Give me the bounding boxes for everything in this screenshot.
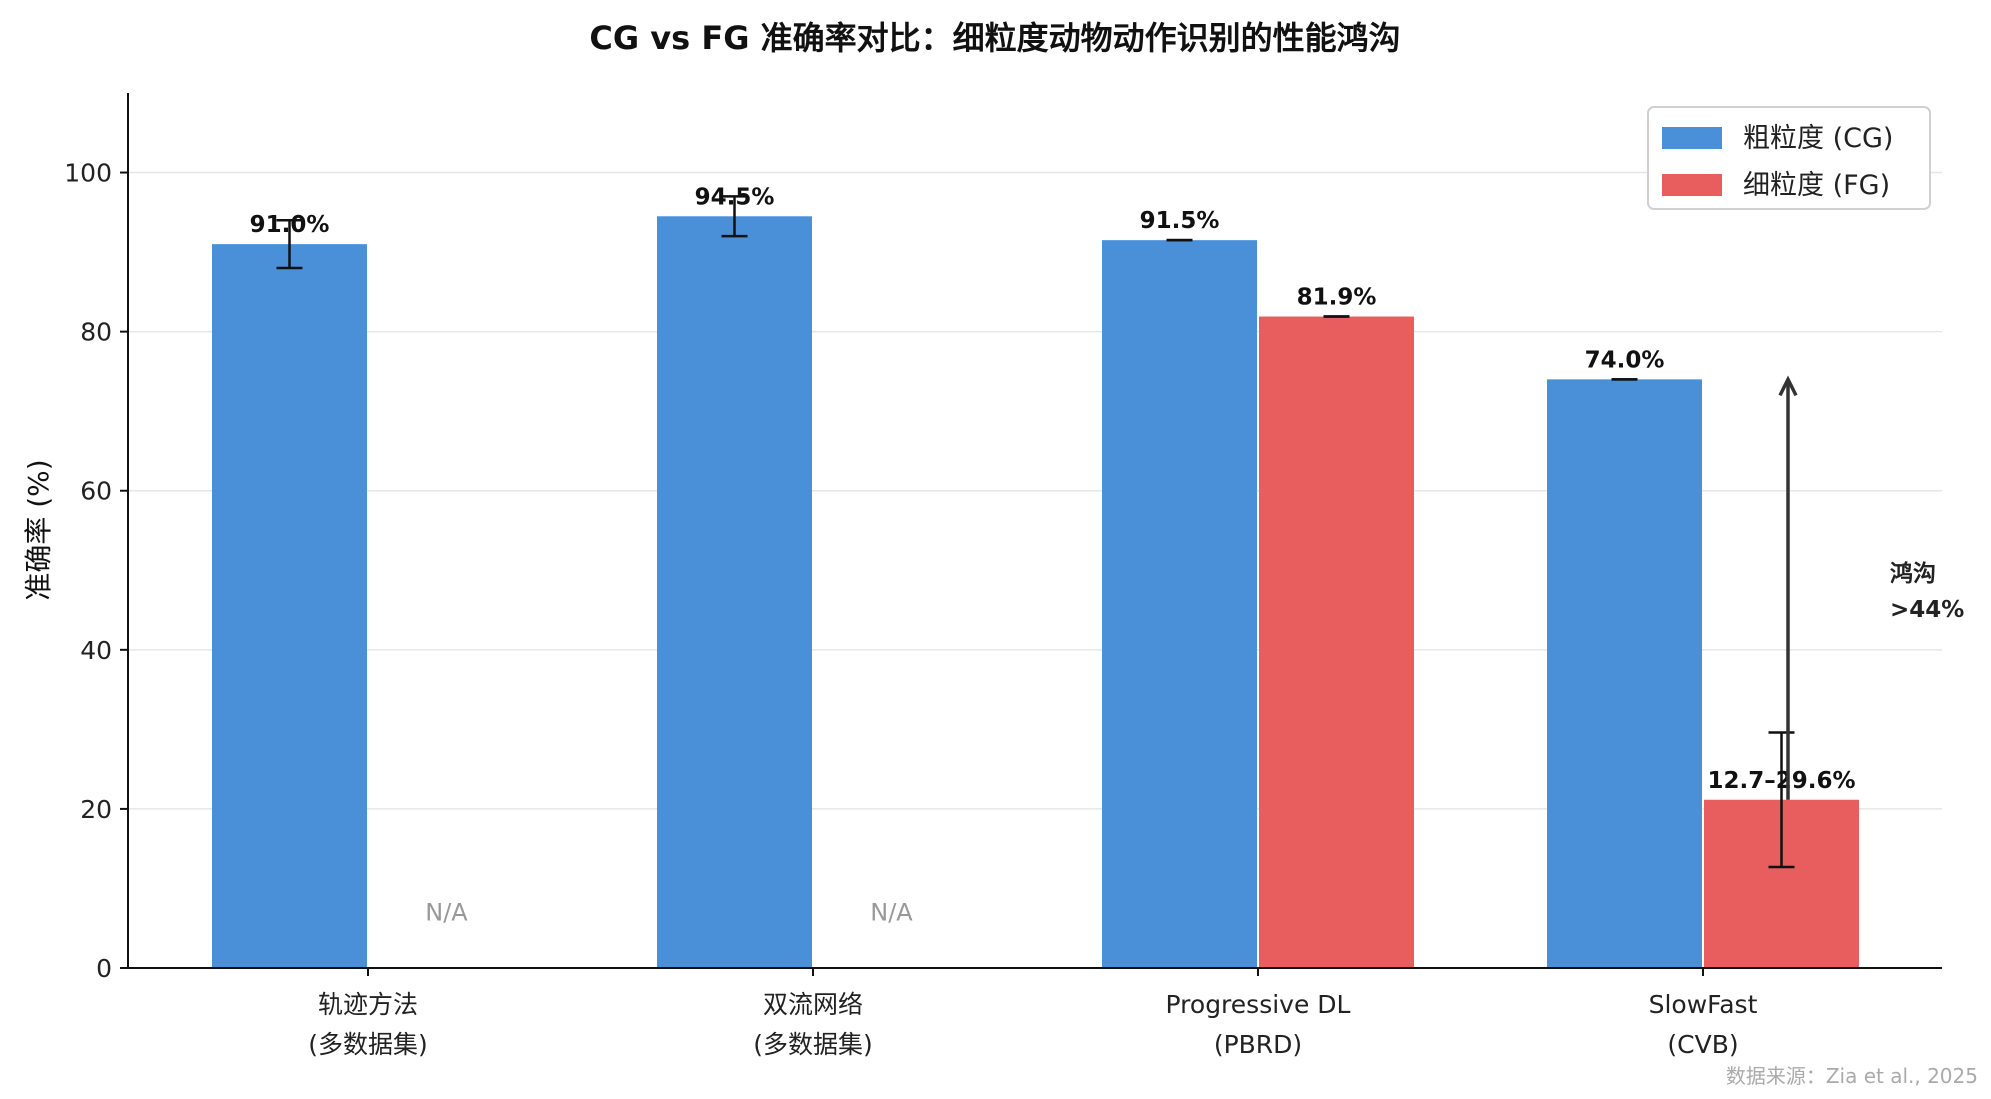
data-label: 94.5% bbox=[695, 184, 775, 210]
gap-annotation: >44% bbox=[1890, 597, 1964, 623]
x-tick-label: Progressive DL bbox=[1166, 990, 1351, 1019]
x-tick-label: SlowFast bbox=[1649, 990, 1758, 1019]
data-label: 12.7–29.6% bbox=[1707, 768, 1855, 794]
data-label: 74.0% bbox=[1585, 347, 1665, 373]
cg-bar bbox=[657, 216, 812, 968]
y-tick-label: 80 bbox=[80, 318, 112, 347]
legend-label: 粗粒度 (CG) bbox=[1743, 123, 1893, 154]
cg-bar bbox=[1102, 240, 1257, 969]
na-label: N/A bbox=[425, 898, 468, 926]
cg-bar bbox=[212, 244, 367, 969]
x-tick-label: 轨迹方法 bbox=[318, 990, 418, 1019]
y-tick-label: 40 bbox=[80, 636, 112, 665]
x-tick-label: (CVB) bbox=[1667, 1030, 1738, 1059]
x-tick-label: 双流网络 bbox=[763, 990, 863, 1019]
y-tick-label: 0 bbox=[96, 954, 112, 983]
x-tick-label: (多数据集) bbox=[753, 1030, 873, 1059]
data-label: 81.9% bbox=[1297, 285, 1377, 311]
x-tick-label: (PBRD) bbox=[1214, 1030, 1302, 1059]
legend-swatch bbox=[1662, 127, 1722, 149]
data-label: 91.0% bbox=[250, 212, 330, 238]
chart-title: CG vs FG 准确率对比：细粒度动物动作识别的性能鸿沟 bbox=[589, 19, 1400, 57]
fg-bar bbox=[1259, 316, 1414, 969]
x-tick-label: (多数据集) bbox=[308, 1030, 428, 1059]
y-tick-label: 20 bbox=[80, 795, 112, 824]
source-note: 数据来源：Zia et al., 2025 bbox=[1726, 1064, 1978, 1088]
y-tick-label: 100 bbox=[64, 159, 112, 188]
legend-swatch bbox=[1662, 174, 1722, 196]
legend-label: 细粒度 (FG) bbox=[1743, 170, 1890, 201]
gap-annotation: 鸿沟 bbox=[1890, 560, 1936, 587]
gap-arrow-head bbox=[1778, 375, 1798, 397]
cg-bar bbox=[1547, 379, 1702, 968]
na-label: N/A bbox=[870, 898, 913, 926]
y-tick-label: 60 bbox=[80, 477, 112, 506]
y-axis-label: 准确率 (%) bbox=[22, 459, 55, 600]
data-label: 91.5% bbox=[1140, 208, 1220, 234]
